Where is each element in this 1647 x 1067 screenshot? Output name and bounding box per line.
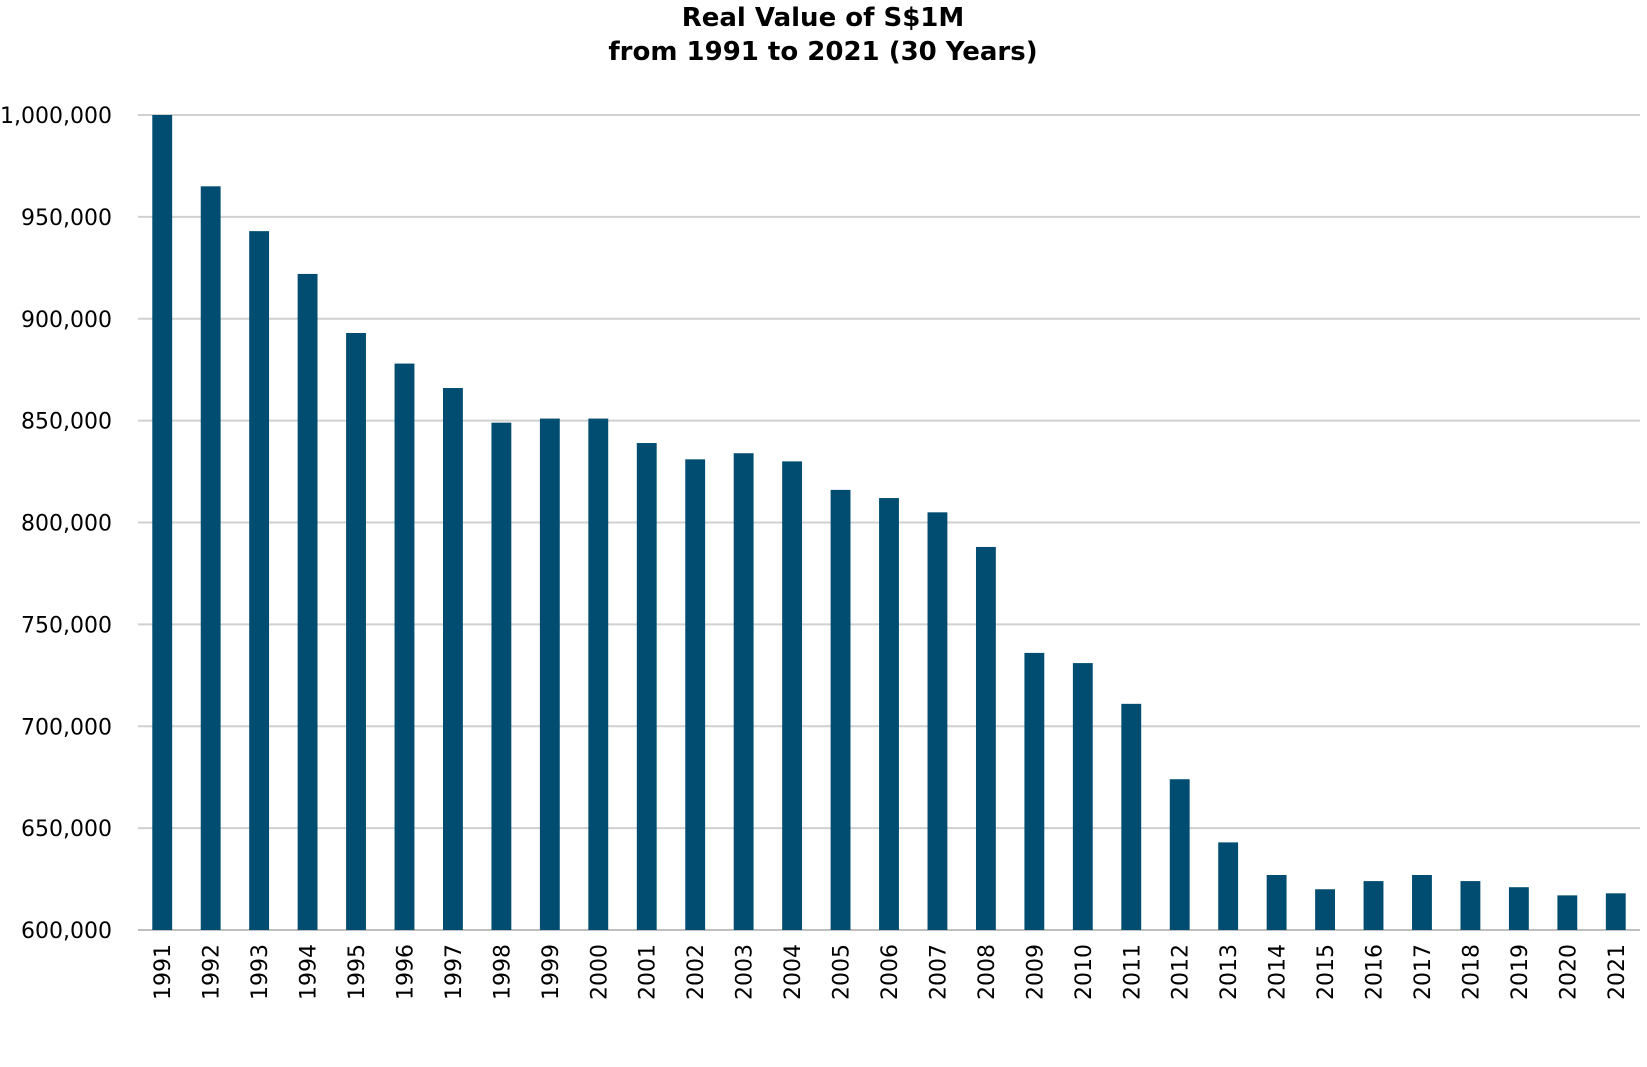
x-tick-label: 1994 bbox=[297, 944, 322, 1000]
bar-1997 bbox=[443, 388, 463, 930]
bar-2019 bbox=[1508, 887, 1529, 930]
x-tick-label: 1992 bbox=[200, 944, 225, 1000]
x-tick-label: 2021 bbox=[1605, 944, 1630, 1000]
bar-2005 bbox=[830, 489, 851, 930]
x-tick-label: 2001 bbox=[636, 944, 661, 1000]
x-tick-label: 2002 bbox=[684, 944, 709, 1000]
x-tick-label: 2015 bbox=[1314, 944, 1339, 1000]
bar-1996 bbox=[394, 363, 415, 930]
y-tick-label: 1,000,000 bbox=[0, 104, 112, 129]
bar-2000 bbox=[588, 418, 609, 930]
bar-1993 bbox=[249, 231, 270, 930]
bar-2004 bbox=[782, 461, 803, 930]
bar-2008 bbox=[975, 546, 996, 930]
y-tick-label: 750,000 bbox=[21, 613, 112, 638]
x-tick-label: 2016 bbox=[1363, 944, 1388, 1000]
bar-2001 bbox=[636, 443, 657, 930]
x-tick-label: 2003 bbox=[733, 944, 758, 1000]
x-tick-label: 2013 bbox=[1217, 944, 1242, 1000]
bar-1999 bbox=[539, 418, 560, 930]
x-tick-label: 2005 bbox=[830, 944, 855, 1000]
y-tick-label: 650,000 bbox=[21, 817, 112, 842]
y-tick-label: 900,000 bbox=[21, 308, 112, 333]
bar-2020 bbox=[1557, 895, 1578, 930]
x-tick-label: 1993 bbox=[248, 944, 273, 1000]
bar-1991 bbox=[152, 115, 173, 930]
x-tick-label: 2011 bbox=[1120, 944, 1145, 1000]
y-tick-label: 850,000 bbox=[21, 410, 112, 435]
bar-2002 bbox=[685, 459, 706, 930]
chart-title: Real Value of S$1M bbox=[682, 3, 965, 33]
x-tick-label: 1991 bbox=[151, 944, 176, 1000]
y-tick-label: 950,000 bbox=[21, 206, 112, 231]
x-tick-label: 1997 bbox=[442, 944, 467, 1000]
x-tick-label: 1999 bbox=[539, 944, 564, 1000]
y-tick-label: 700,000 bbox=[21, 715, 112, 740]
x-tick-label: 2004 bbox=[781, 944, 806, 1000]
x-tick-label: 2009 bbox=[1023, 944, 1048, 1000]
x-tick-label: 2017 bbox=[1411, 944, 1436, 1000]
bar-2007 bbox=[927, 512, 948, 930]
bar-2021 bbox=[1605, 893, 1626, 930]
x-tick-label: 2000 bbox=[587, 944, 612, 1000]
x-tick-label: 2019 bbox=[1508, 944, 1533, 1000]
bar-2010 bbox=[1072, 663, 1093, 930]
x-tick-label: 2012 bbox=[1169, 944, 1194, 1000]
x-tick-label: 1998 bbox=[490, 944, 515, 1000]
chart-subtitle: from 1991 to 2021 (30 Years) bbox=[608, 37, 1037, 67]
bar-1995 bbox=[346, 333, 366, 930]
bar-2018 bbox=[1460, 881, 1481, 930]
y-tick-label: 600,000 bbox=[21, 919, 112, 944]
bars bbox=[152, 115, 1626, 930]
bar-1998 bbox=[491, 422, 512, 930]
y-axis-tick-labels: 1,000,000 950,000 900,000 850,000 800,000 750… bbox=[0, 104, 112, 944]
x-tick-label: 2018 bbox=[1459, 944, 1484, 1000]
bar-2011 bbox=[1121, 703, 1142, 930]
bar-2013 bbox=[1218, 842, 1239, 930]
x-tick-label: 2010 bbox=[1072, 944, 1097, 1000]
x-tick-label: 2006 bbox=[878, 944, 903, 1000]
bar-2006 bbox=[879, 498, 899, 930]
x-tick-label: 1996 bbox=[393, 944, 418, 1000]
bar-2014 bbox=[1266, 874, 1287, 930]
bar-2009 bbox=[1024, 652, 1045, 930]
x-axis-tick-labels: 1991 1992 1993 1994 1995 1996 1997 1998 1999 2000… bbox=[151, 944, 1630, 1000]
bar-1994 bbox=[297, 273, 318, 930]
bar-2003 bbox=[733, 453, 754, 930]
y-tick-label: 800,000 bbox=[21, 512, 112, 537]
x-tick-label: 2014 bbox=[1266, 944, 1291, 1000]
bar-2016 bbox=[1363, 881, 1384, 930]
x-tick-label: 1995 bbox=[345, 944, 370, 1000]
bar-2015 bbox=[1315, 889, 1335, 930]
bar-1992 bbox=[200, 186, 221, 930]
x-tick-label: 2007 bbox=[926, 944, 951, 1000]
bar-2017 bbox=[1412, 874, 1432, 930]
bar-2012 bbox=[1169, 779, 1190, 930]
x-tick-label: 2008 bbox=[975, 944, 1000, 1000]
x-tick-label: 2020 bbox=[1556, 944, 1581, 1000]
